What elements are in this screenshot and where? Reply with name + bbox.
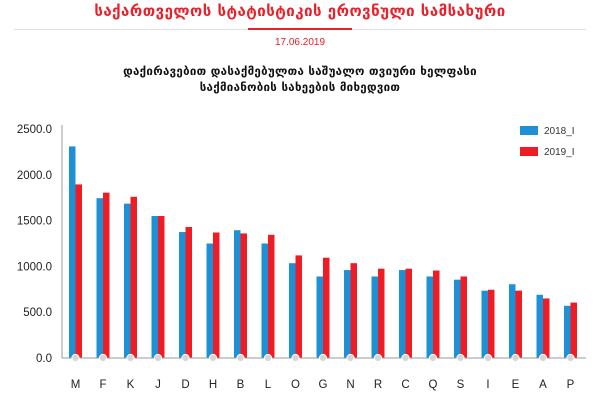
bar-2018_I-F bbox=[96, 198, 103, 358]
title-divider-left bbox=[14, 29, 260, 30]
x-axis-marker bbox=[98, 353, 108, 363]
bar-2019_I-K bbox=[130, 196, 137, 358]
x-axis-marker bbox=[428, 353, 438, 363]
x-tick-label: G bbox=[319, 379, 328, 391]
y-tick-label: 2500.0 bbox=[17, 124, 52, 136]
x-tick-label: A bbox=[539, 379, 547, 391]
bar-2019_I-L bbox=[268, 234, 275, 358]
bar-2018_I-M bbox=[69, 146, 76, 358]
bar-2019_I-A bbox=[543, 298, 550, 358]
bar-2018_I-N bbox=[344, 270, 351, 358]
bar-2019_I-I bbox=[488, 289, 495, 358]
bar-2018_I-A bbox=[536, 294, 543, 358]
legend-swatch-2018_I bbox=[520, 126, 538, 135]
bar-2018_I-H bbox=[206, 243, 213, 358]
y-tick-label: 0.0 bbox=[36, 353, 52, 365]
bar-2018_I-C bbox=[399, 270, 406, 358]
x-axis-marker bbox=[456, 353, 465, 363]
x-tick-label: H bbox=[209, 379, 217, 391]
x-axis-marker bbox=[208, 353, 218, 363]
x-tick-label: F bbox=[99, 379, 106, 391]
bar-2018_I-D bbox=[179, 232, 186, 358]
bar-2019_I-P bbox=[570, 302, 577, 358]
x-axis-marker bbox=[181, 353, 190, 363]
x-axis-marker bbox=[291, 353, 300, 363]
x-axis-marker bbox=[566, 353, 575, 363]
x-axis-marker bbox=[153, 353, 163, 363]
x-tick-label: E bbox=[512, 379, 520, 391]
x-tick-label: B bbox=[237, 379, 245, 391]
x-tick-label: K bbox=[127, 379, 135, 391]
y-tick-label: 2000.0 bbox=[17, 170, 52, 182]
legend-label-2019_I: 2019_I bbox=[544, 147, 575, 158]
x-tick-label: J bbox=[155, 379, 161, 391]
bar-2019_I-R bbox=[378, 268, 385, 358]
bar-2019_I-C bbox=[405, 268, 412, 358]
bar-2018_I-B bbox=[234, 230, 241, 358]
x-tick-label: R bbox=[374, 379, 382, 391]
x-axis-marker bbox=[511, 353, 520, 363]
bar-2019_I-Q bbox=[433, 270, 440, 358]
x-tick-label: D bbox=[181, 379, 189, 391]
bar-2019_I-J bbox=[158, 216, 165, 358]
x-tick-label: L bbox=[265, 379, 272, 391]
x-axis-marker bbox=[373, 353, 383, 363]
legend-swatch-2019_I bbox=[520, 147, 538, 156]
x-tick-label: C bbox=[401, 379, 409, 391]
bar-2018_I-E bbox=[509, 284, 516, 358]
x-axis-marker bbox=[538, 353, 548, 363]
bar-2019_I-G bbox=[323, 257, 330, 358]
title-divider-right bbox=[340, 29, 586, 30]
bar-2019_I-B bbox=[240, 233, 247, 358]
bar-2019_I-F bbox=[103, 192, 110, 358]
legend-label-2018_I: 2018_I bbox=[544, 126, 575, 137]
bar-2018_I-G bbox=[316, 276, 323, 358]
y-tick-label: 1500.0 bbox=[17, 216, 52, 228]
x-tick-label: N bbox=[346, 379, 354, 391]
x-axis-marker bbox=[483, 353, 493, 363]
x-axis-marker bbox=[263, 353, 273, 363]
x-tick-label: I bbox=[486, 379, 489, 391]
x-tick-label: S bbox=[457, 379, 465, 391]
bar-2018_I-P bbox=[564, 305, 571, 358]
y-tick-label: 1000.0 bbox=[17, 261, 52, 273]
bar-2018_I-K bbox=[124, 203, 131, 358]
bar-2019_I-S bbox=[460, 276, 467, 358]
bar-2018_I-J bbox=[151, 216, 158, 358]
bar-2018_I-S bbox=[454, 279, 461, 358]
bar-2019_I-M bbox=[75, 184, 82, 358]
chart-title-line-1: დაქირავებით დასაქმებულთა საშუალო თვიური … bbox=[123, 64, 477, 78]
x-axis-marker bbox=[126, 353, 135, 363]
page-title: საქართველოს სტატისტიკის ეროვნული სამსახუ… bbox=[94, 2, 506, 20]
x-axis-marker bbox=[346, 353, 355, 363]
x-axis-marker bbox=[236, 353, 245, 363]
bar-2019_I-N bbox=[350, 263, 357, 358]
title-divider-accent bbox=[248, 28, 352, 30]
bar-2019_I-H bbox=[213, 232, 220, 358]
bar-2018_I-L bbox=[261, 243, 268, 358]
bar-2018_I-R bbox=[371, 276, 378, 358]
bar-2019_I-O bbox=[295, 255, 302, 358]
bar-2019_I-E bbox=[515, 290, 522, 358]
bar-2018_I-I bbox=[481, 290, 488, 358]
x-axis-marker bbox=[318, 353, 328, 363]
x-tick-label: P bbox=[567, 379, 575, 391]
x-tick-label: Q bbox=[429, 379, 438, 391]
bar-2019_I-D bbox=[185, 227, 192, 358]
x-tick-label: O bbox=[291, 379, 300, 391]
y-tick-label: 500.0 bbox=[23, 307, 52, 319]
bar-2018_I-O bbox=[289, 263, 296, 358]
bar-2018_I-Q bbox=[426, 276, 433, 358]
release-date: 17.06.2019 bbox=[274, 37, 326, 48]
x-axis-marker bbox=[401, 353, 410, 363]
x-axis-marker bbox=[71, 353, 80, 363]
x-tick-label: M bbox=[71, 379, 81, 391]
chart-title-line-2: საქმიანობის სახეების მიხედვით bbox=[199, 80, 401, 94]
